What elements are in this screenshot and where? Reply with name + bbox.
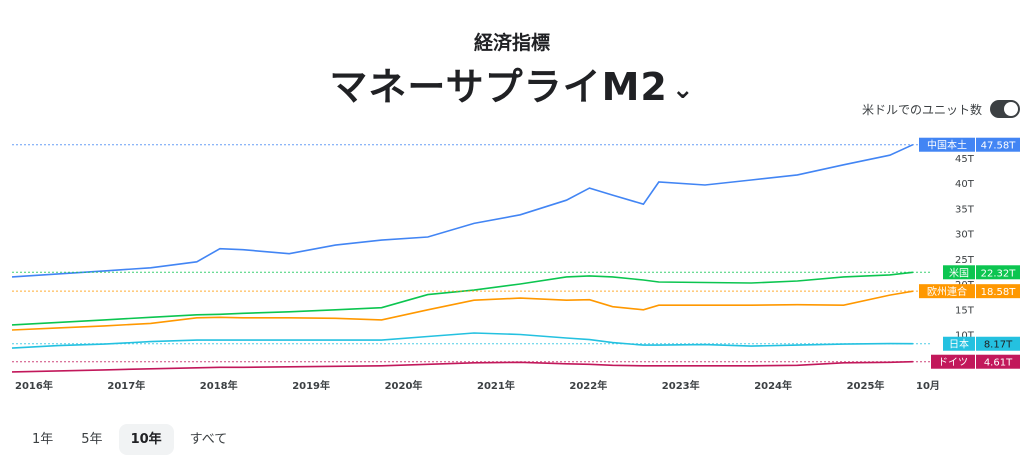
series-name-badge	[943, 336, 975, 351]
y-tick-label: 30T	[955, 230, 975, 241]
range-tabs: 1年 5年 10年 すべて	[20, 424, 239, 455]
last-value-badge	[976, 284, 1020, 299]
series-name-badge	[919, 137, 975, 152]
series-line	[11, 271, 913, 326]
range-tab-all[interactable]: すべて	[189, 432, 228, 447]
series-line	[11, 290, 914, 331]
page-kicker: 経済指標	[473, 32, 550, 54]
x-tick-label: 2023年	[662, 379, 700, 392]
last-value-badge	[976, 354, 1020, 369]
range-tab-1y[interactable]: 1年	[32, 432, 54, 447]
series-name-badge	[931, 354, 975, 369]
chart: 10T15T20T25T30T35T40T45T2016年2017年2018年2…	[11, 137, 1020, 392]
last-value: 47.58T	[981, 141, 1017, 152]
range-tab-5y[interactable]: 5年	[81, 432, 103, 447]
chevron-down-icon: ⌄	[671, 74, 695, 105]
series-name-badge	[919, 284, 975, 299]
x-tick-label: 2024年	[754, 379, 792, 392]
range-tab-10y[interactable]: 10年	[118, 424, 174, 455]
series-line	[11, 360, 913, 373]
usd-units-toggle[interactable]	[990, 100, 1020, 118]
usd-units-toggle-row[interactable]: 米ドルでのユニット数	[862, 100, 1020, 118]
last-value: 22.32T	[981, 268, 1017, 279]
y-tick-label: 40T	[955, 179, 975, 190]
y-tick-label: 15T	[955, 305, 975, 316]
x-tick-label: 2025年	[847, 379, 885, 392]
last-value: 8.17T	[984, 340, 1013, 351]
x-tick-label: 2016年	[15, 379, 53, 392]
series-name: 米国	[949, 266, 969, 279]
x-tick-label: 10月	[916, 380, 940, 392]
y-tick-label: 10T	[955, 331, 975, 342]
series-4: ドイツ 4.61T	[11, 354, 1020, 373]
page-title: マネーサプライM2	[329, 65, 668, 109]
y-tick-label: 45T	[955, 154, 975, 165]
y-tick-label: 25T	[955, 255, 975, 266]
series-line	[11, 143, 914, 278]
last-value-badge	[976, 137, 1020, 152]
series-3: 日本 8.17T	[11, 332, 1020, 351]
series-0: 中国本土 47.58T	[11, 137, 1020, 278]
series-2: 欧州連合 18.58T	[11, 284, 1020, 331]
series-name: 欧州連合	[927, 285, 967, 298]
x-tick-label: 2019年	[292, 379, 330, 392]
last-value: 4.61T	[984, 358, 1013, 369]
x-tick-label: 2020年	[385, 379, 423, 392]
series-name: 日本	[949, 338, 969, 351]
usd-units-label: 米ドルでのユニット数	[861, 102, 982, 117]
last-value-badge	[976, 336, 1020, 351]
series-name-badge	[943, 265, 975, 280]
x-tick-label: 2022年	[569, 379, 607, 392]
x-tick-label: 2018年	[200, 379, 238, 392]
x-tick-label: 2017年	[107, 379, 145, 392]
last-value-badge	[976, 265, 1020, 280]
series-1: 米国 22.32T	[11, 265, 1020, 326]
series-name: 中国本土	[927, 139, 967, 152]
indicator-selector[interactable]: マネーサプライM2 ⌄	[0, 56, 1024, 111]
series-line	[11, 332, 913, 349]
x-tick-label: 2021年	[477, 379, 515, 392]
last-value: 18.58T	[981, 287, 1017, 298]
y-tick-label: 35T	[955, 204, 975, 215]
series-name: ドイツ	[938, 358, 968, 369]
